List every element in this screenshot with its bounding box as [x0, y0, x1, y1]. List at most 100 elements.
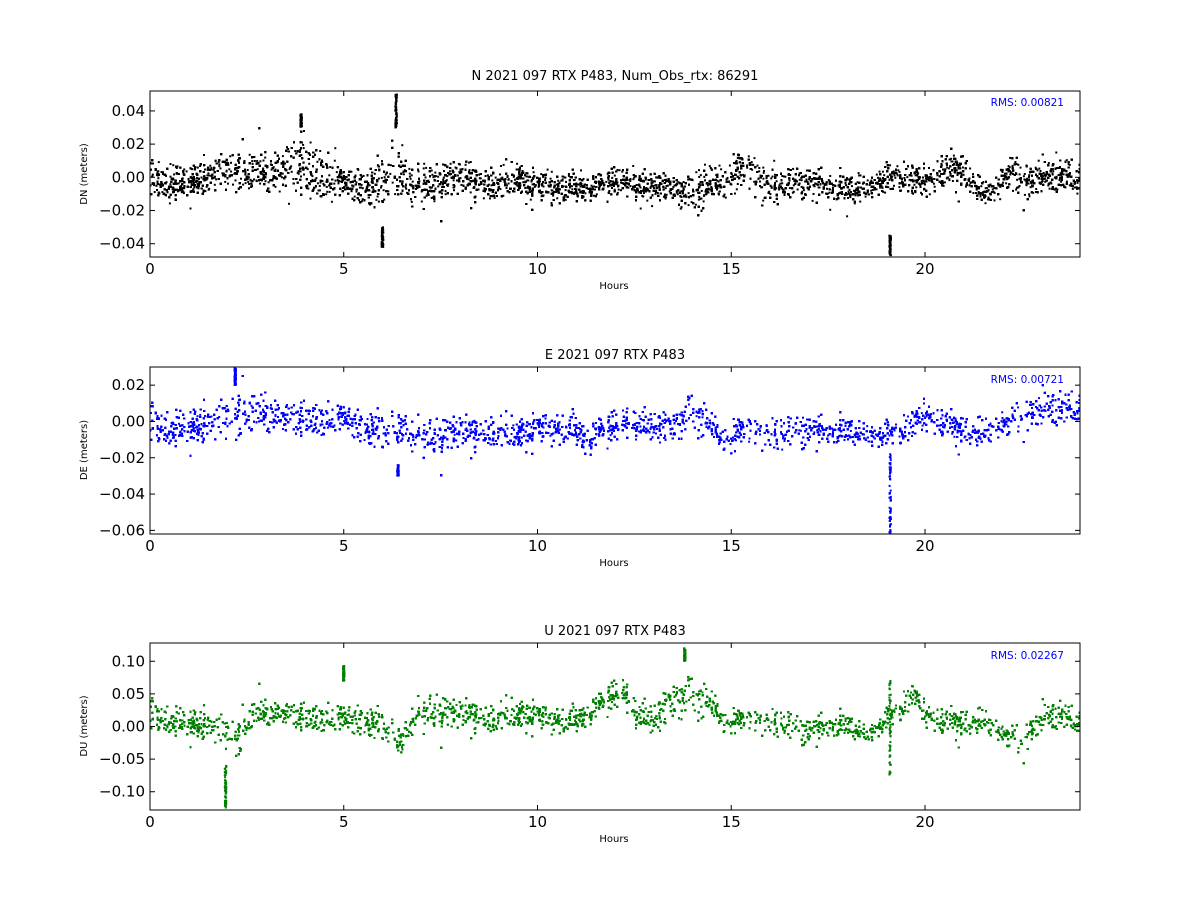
north-data-point-121	[706, 183, 709, 186]
north-data-point-772	[196, 166, 199, 169]
north-data-point-416	[898, 170, 901, 173]
north-data-point-274	[176, 190, 179, 193]
north-data-point-766	[518, 168, 521, 171]
north-data-point-539	[781, 175, 784, 177]
north-data-point-595	[322, 182, 325, 185]
north-data-point-670	[928, 193, 931, 196]
north-data-point-668	[924, 180, 927, 183]
north-data-point-588	[1075, 186, 1078, 189]
north-data-point-870	[325, 193, 328, 196]
north-data-point-935	[792, 184, 795, 187]
north-data-point-877	[792, 167, 795, 170]
north-data-point-229	[856, 181, 859, 184]
north-data-point-457	[875, 188, 878, 191]
north-data-point-231	[883, 174, 886, 177]
north-data-point-754	[1023, 178, 1026, 181]
north-data-point-742	[633, 176, 636, 179]
north-data-point-9	[504, 178, 507, 180]
north-data-point-7	[910, 174, 913, 177]
north-data-point-964	[276, 161, 279, 164]
north-data-point-298	[338, 173, 341, 176]
north-data-point-53	[896, 165, 899, 168]
north-data-point-730	[514, 178, 516, 181]
north-data-point-310	[244, 173, 247, 176]
north-data-point-261	[815, 182, 818, 185]
north-data-point-862	[747, 155, 750, 158]
north-data-point-330	[383, 176, 386, 179]
north-data-point-242	[811, 199, 814, 202]
north-data-point-24	[259, 160, 262, 163]
north-data-point-491	[425, 166, 428, 169]
north-data-point-158	[725, 178, 728, 181]
north-data-point-337	[1055, 167, 1058, 170]
north-data-point-812	[846, 215, 849, 218]
north-data-point-955	[530, 179, 533, 181]
north-data-point-786	[334, 147, 337, 150]
north-data-point-60	[698, 195, 701, 198]
north-data-point-913	[192, 188, 195, 191]
north-data-point-215	[401, 144, 404, 147]
north-data-point-546	[850, 191, 852, 193]
north-data-point-160	[768, 190, 771, 193]
north-data-point-848	[342, 187, 344, 189]
north-data-point-347	[446, 175, 449, 178]
north-data-point-558	[1018, 173, 1021, 176]
north-data-point-263	[443, 170, 445, 173]
north-data-point-432	[940, 164, 943, 167]
north-data-point-620	[758, 170, 761, 173]
north-data-point-501	[306, 168, 309, 171]
north-data-point-479	[687, 192, 690, 195]
north-data-point-660	[307, 187, 310, 190]
north-data-point-289	[370, 177, 373, 180]
north-data-point-817	[549, 183, 552, 186]
north-data-point-636	[242, 183, 245, 186]
north-data-point-958	[1055, 151, 1058, 154]
north-data-point-826	[962, 173, 965, 176]
north-data-point-134	[1035, 188, 1038, 190]
north-data-point-271	[595, 193, 598, 196]
north-data-point-945	[679, 207, 682, 210]
north-data-point-836	[387, 190, 390, 193]
north-data-point-343	[389, 172, 392, 175]
north-data-point-54	[1063, 169, 1065, 172]
north-data-point-293	[430, 169, 433, 172]
north-data-point-197	[735, 159, 738, 162]
north-data-point-814	[677, 181, 680, 184]
north-data-point-449	[762, 166, 765, 169]
north-data-point-329	[394, 193, 397, 196]
north-data-point-974	[430, 196, 433, 199]
north-data-point-91	[767, 174, 770, 177]
north-data-point-246	[735, 188, 738, 191]
north-data-point-262	[961, 166, 964, 169]
north-data-point-167	[697, 198, 700, 201]
north-data-point-425	[699, 174, 702, 177]
north-data-point-276	[829, 175, 832, 177]
north-data-point-174	[227, 182, 229, 185]
north-data-point-540	[151, 173, 154, 176]
north-data-point-130	[549, 177, 552, 180]
north-data-point-548	[675, 190, 678, 193]
north-data-point-767	[193, 186, 196, 189]
north-data-point-890	[210, 175, 213, 178]
north-data-point-852	[567, 174, 570, 177]
north-data-point-429	[773, 159, 776, 162]
north-data-point-644	[174, 181, 177, 183]
north-data-point-716	[318, 189, 321, 192]
north-data-point-402	[875, 173, 878, 176]
north-data-point-737	[557, 179, 560, 182]
north-data-point-506	[781, 182, 784, 185]
north-data-point-428	[586, 184, 588, 187]
north-data-point-758	[894, 176, 897, 179]
north-data-point-574	[373, 172, 376, 175]
north-data-point-805	[762, 177, 765, 180]
north-data-point-571	[376, 164, 379, 167]
north-data-point-535	[333, 182, 336, 185]
north-data-point-834	[889, 188, 892, 190]
north-data-point-635	[305, 187, 308, 190]
north-data-point-230	[468, 161, 471, 164]
north-data-point-33	[798, 182, 801, 185]
north-data-point-154	[191, 168, 193, 171]
north-data-point-815	[1062, 184, 1065, 186]
north-data-point-816	[706, 184, 709, 187]
north-data-point-270	[561, 179, 564, 182]
